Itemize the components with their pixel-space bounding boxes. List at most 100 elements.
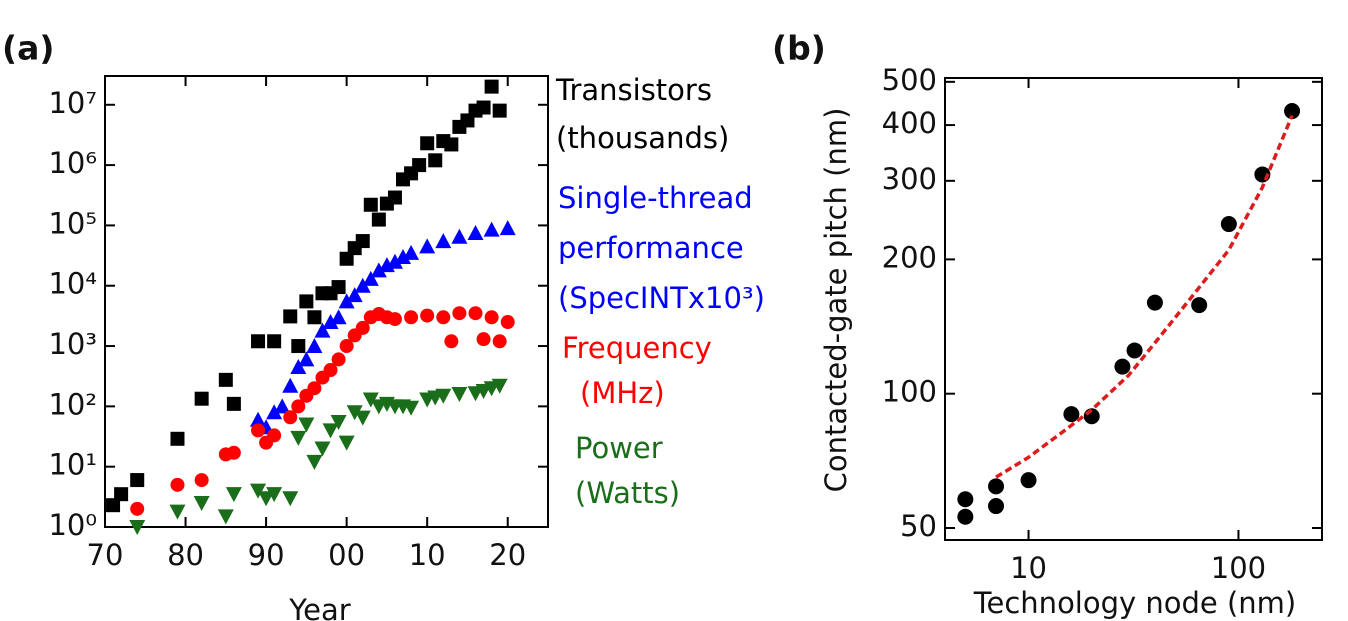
square-marker	[251, 334, 266, 349]
down-triangle-marker	[193, 495, 210, 511]
square-marker	[291, 339, 306, 354]
triangle-marker	[338, 293, 355, 309]
down-triangle-marker	[354, 410, 371, 426]
down-triangle-marker	[330, 415, 347, 431]
circle-marker	[468, 306, 483, 321]
circle-marker	[476, 332, 491, 347]
square-marker	[371, 212, 386, 227]
triangle-marker	[354, 277, 371, 293]
circle-marker	[988, 478, 1005, 495]
circle-marker	[1020, 472, 1037, 489]
square-marker	[267, 334, 282, 349]
down-triangle-marker	[403, 400, 420, 416]
legend-label: Power	[575, 431, 663, 465]
triangle-marker	[274, 398, 291, 414]
circle-marker	[1191, 297, 1208, 314]
y-tick-label: 10⁵	[48, 206, 97, 240]
legend-label: (thousands)	[556, 121, 729, 155]
square-marker	[194, 391, 209, 406]
circle-marker	[226, 445, 241, 460]
circle-marker	[1220, 216, 1237, 233]
y-tick-label: 10⁶	[48, 146, 97, 180]
triangle-marker	[330, 309, 347, 325]
circle-marker	[1284, 103, 1301, 120]
square-marker	[114, 487, 129, 502]
triangle-marker	[250, 411, 267, 427]
legend-label: (SpecINTx10³)	[558, 281, 765, 315]
down-triangle-marker	[282, 491, 299, 507]
square-marker	[106, 498, 121, 513]
down-triangle-marker	[129, 520, 146, 535]
square-marker	[428, 153, 443, 168]
square-marker	[444, 137, 459, 152]
fit-line	[995, 114, 1294, 479]
y-tick-label: 400	[882, 106, 937, 140]
plot-frame	[944, 77, 1323, 541]
down-triangle-marker	[451, 387, 468, 403]
circle-marker	[267, 428, 282, 443]
circle-marker	[194, 473, 209, 488]
x-tick-label: 10	[1010, 551, 1047, 585]
circle-marker	[420, 308, 435, 323]
down-triangle-marker	[346, 405, 363, 421]
square-marker	[363, 197, 378, 212]
triangle-marker	[386, 253, 403, 269]
legend-label: Frequency	[562, 331, 712, 365]
square-marker	[307, 310, 322, 325]
square-marker	[130, 473, 145, 488]
circle-marker	[988, 498, 1005, 515]
down-triangle-marker	[266, 487, 283, 503]
triangle-marker	[266, 404, 283, 420]
circle-marker	[130, 501, 145, 516]
y-tick-label: 10⁷	[48, 86, 97, 120]
y-tick-label: 100	[882, 375, 937, 409]
square-marker	[218, 372, 233, 387]
down-triangle-marker	[298, 417, 315, 433]
triangle-marker	[362, 270, 379, 286]
square-marker	[484, 79, 499, 94]
down-triangle-marker	[322, 423, 339, 439]
circle-marker	[444, 334, 459, 349]
circle-marker	[307, 381, 322, 396]
square-marker	[387, 190, 402, 205]
y-tick-label: 200	[882, 240, 937, 274]
legend-label: Single-thread	[558, 181, 753, 215]
triangle-marker	[451, 228, 468, 244]
x-tick-label: 10	[409, 538, 446, 572]
square-marker	[331, 280, 346, 295]
triangle-marker	[322, 314, 339, 330]
square-marker	[226, 396, 241, 411]
circle-marker	[291, 399, 306, 414]
circle-marker	[1114, 358, 1131, 375]
y-tick-label: 10⁴	[48, 267, 97, 301]
y-tick-label: 10¹	[48, 448, 97, 482]
circle-marker	[1063, 406, 1080, 423]
square-marker	[355, 234, 370, 249]
x-tick-label: 90	[248, 538, 285, 572]
y-tick-label: 10²	[48, 387, 97, 421]
x-tick-label: 100	[1211, 551, 1266, 585]
circle-marker	[500, 315, 515, 330]
down-triangle-marker	[362, 392, 379, 408]
x-axis-label: Technology node (nm)	[973, 586, 1297, 620]
y-tick-label: 50	[900, 509, 937, 543]
x-tick-label: 80	[167, 538, 204, 572]
down-triangle-marker	[306, 454, 323, 470]
circle-marker	[957, 508, 974, 525]
triangle-marker	[483, 221, 500, 237]
triangle-marker	[298, 351, 315, 367]
triangle-marker	[282, 377, 299, 393]
circle-marker	[283, 410, 298, 425]
circle-marker	[387, 312, 402, 327]
triangle-marker	[314, 322, 331, 338]
x-tick-label: 70	[87, 538, 124, 572]
triangle-marker	[370, 262, 387, 278]
down-triangle-marker	[435, 388, 452, 404]
triangle-marker	[403, 244, 420, 260]
down-triangle-marker	[217, 509, 234, 525]
triangle-marker	[395, 248, 412, 264]
triangle-marker	[306, 338, 323, 354]
circle-marker	[339, 339, 354, 354]
down-triangle-marker	[250, 483, 267, 499]
